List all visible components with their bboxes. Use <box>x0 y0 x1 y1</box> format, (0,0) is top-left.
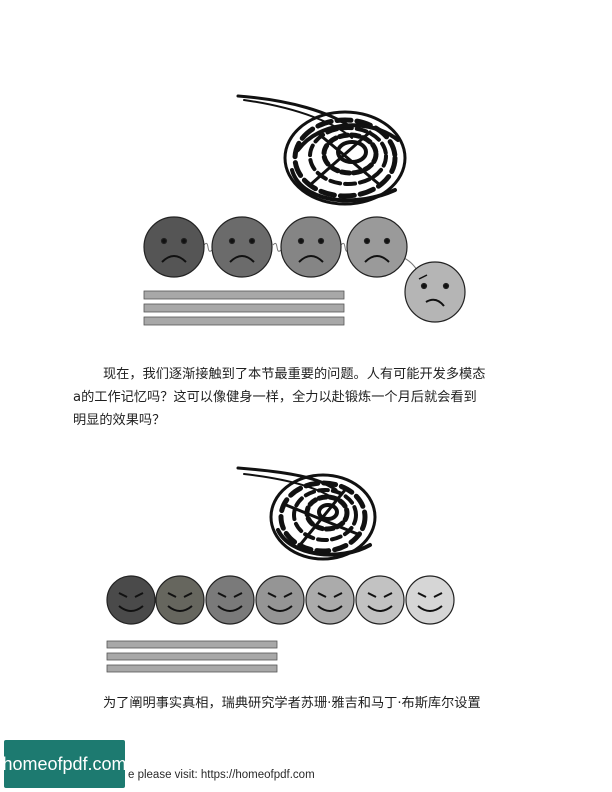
sad-face-icon <box>211 216 273 278</box>
sad-face-icon <box>280 216 342 278</box>
happy-face-icon <box>255 575 305 625</box>
gauge-bars-2 <box>106 640 278 673</box>
face-row-1 <box>143 216 466 323</box>
confused-face-icon <box>404 261 466 323</box>
sad-face-icon <box>346 216 408 278</box>
happy-face-icon <box>106 575 156 625</box>
happy-face-icon <box>405 575 455 625</box>
swirl-illustration-1 <box>236 94 407 206</box>
body-paragraph-line: 现在，我们逐渐接触到了本节最重要的问题。人有可能开发多模态 <box>103 367 486 382</box>
body-paragraph-line: 为了阐明事实真相，瑞典研究学者苏珊·雅吉和马丁·布斯库尔设置 <box>103 696 481 711</box>
sad-face-icon <box>143 216 205 278</box>
watermark-badge-label: homeofpdf.com <box>2 753 127 774</box>
happy-face-icon <box>305 575 355 625</box>
watermark-footer-text: e please visit: https://homeofpdf.com <box>128 769 315 781</box>
watermark-badge[interactable]: homeofpdf.com <box>2 740 127 788</box>
happy-face-icon <box>205 575 255 625</box>
gauge-bars-1 <box>143 290 345 326</box>
happy-face-icon <box>355 575 405 625</box>
swirl-illustration-2 <box>236 466 377 561</box>
face-row-2 <box>106 575 455 625</box>
body-paragraph-line: a的工作记忆吗？这可以像健身一样，全力以赴锻炼一个月后就会看到 <box>73 390 477 405</box>
happy-face-icon <box>155 575 205 625</box>
body-paragraph-line: 明显的效果吗？ <box>73 413 166 428</box>
